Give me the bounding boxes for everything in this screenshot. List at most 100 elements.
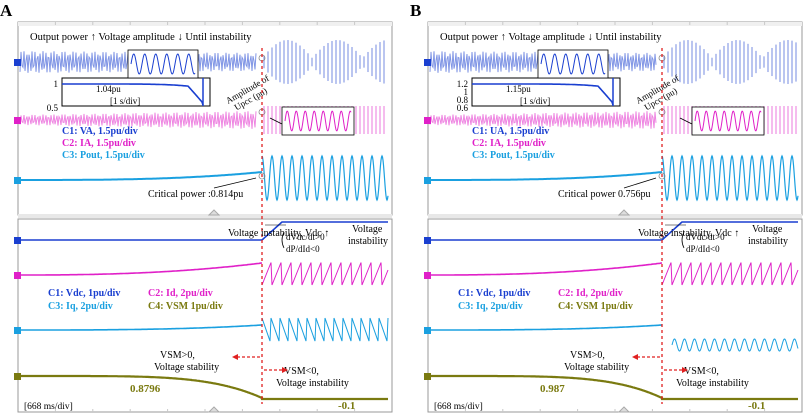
legend-bottom-item: C4: VSM 1pu/div xyxy=(558,301,633,312)
arrowhead-left xyxy=(232,354,238,360)
legend-top-item: C3: Pout, 1.5pu/div xyxy=(62,150,145,161)
vsm-instability-label: Voltage instability xyxy=(276,378,349,389)
scope-frame-bottom xyxy=(427,218,803,413)
trigger-marker xyxy=(207,209,221,216)
vsm-value-before: 0.8796 xyxy=(130,383,161,395)
inset-tick-label: 1 xyxy=(54,79,59,89)
legend-top-item: C1: VA, 1.5pu/div xyxy=(62,126,138,137)
instability-label: Voltage instability, Vdc ↑ xyxy=(638,228,739,239)
ch-marker-c1 xyxy=(424,237,431,244)
legend-top-item: C3: Pout, 1.5pu/div xyxy=(472,150,555,161)
voltage-instability-2: instability xyxy=(748,236,788,247)
critical-power-arrow xyxy=(213,177,257,189)
arrowhead-right xyxy=(682,367,688,373)
trigger-marker xyxy=(207,406,221,413)
vsm-positive-label: VSM>0, xyxy=(570,350,605,361)
ch-marker-c3 xyxy=(14,327,21,334)
ch-marker-c1 xyxy=(424,59,431,66)
trigger-marker xyxy=(617,406,631,413)
inset-tick-label: 0.8 xyxy=(457,95,469,105)
instability-label: Voltage instability, Vdc ↑ xyxy=(228,228,329,239)
inset-plot-frame xyxy=(61,77,211,107)
time-scale-label: [668 ms/div] xyxy=(434,402,483,412)
arrowhead-right xyxy=(282,367,288,373)
panel-b: B1.210.80.61.15pu[1 s/div] Amplitude ofUp… xyxy=(410,1,803,413)
time-scale-label: [668 ms/div] xyxy=(24,402,73,412)
vsm-positive-label: VSM>0, xyxy=(160,350,195,361)
ch-marker-c1 xyxy=(14,237,21,244)
ch-marker-c2 xyxy=(14,117,21,124)
inset-plot-frame xyxy=(471,77,621,107)
panel-letter: B xyxy=(410,1,421,20)
panel-letter: A xyxy=(0,1,13,20)
zoom-arrow xyxy=(679,117,693,125)
inset-amplitude-trace xyxy=(62,83,204,106)
header-text: Output power ↑ Voltage amplitude ↓ Until… xyxy=(30,32,252,43)
c3-power-oscillation xyxy=(661,154,799,202)
legend-bottom-item: C3: Iq, 2pu/div xyxy=(48,301,113,312)
c2-id-trace xyxy=(20,262,263,276)
c2-id-trace xyxy=(430,262,663,276)
c3-power-trace xyxy=(430,171,663,181)
c1-vdc-trace xyxy=(20,221,388,241)
legend-bottom-item: C2: Id, 2pu/div xyxy=(148,288,213,299)
arrowhead-left xyxy=(632,354,638,360)
ch-marker-c2 xyxy=(424,272,431,279)
inset-tick-label: 0.6 xyxy=(457,103,469,113)
zoom-voltage-sine xyxy=(130,53,196,75)
legend-bottom-item: C4: VSM 1pu/div xyxy=(148,301,223,312)
c3-iq-trace xyxy=(20,324,263,331)
c4-vsm-trace xyxy=(20,374,388,401)
c2-current-band xyxy=(19,111,257,129)
condition-2: dP/dId<0 xyxy=(686,244,720,254)
inset-value-label: 1.04pu xyxy=(96,84,121,94)
condition-1: dVdc/dt>0 xyxy=(686,232,725,242)
vsm-negative-label: VSM<0, xyxy=(284,366,319,377)
c2-id-oscillation xyxy=(661,262,799,286)
condition-2: dP/dId<0 xyxy=(286,244,320,254)
legend-bottom-item: C2: Id, 2pu/div xyxy=(558,288,623,299)
trigger-marker xyxy=(617,209,631,216)
inset-scale-label: [1 s/div] xyxy=(520,96,550,106)
ch-marker-c4 xyxy=(14,373,21,380)
vsm-stability-label: Voltage stability xyxy=(564,362,629,373)
ch-marker-c3 xyxy=(14,177,21,184)
ch-marker-c2 xyxy=(424,117,431,124)
zoom-voltage-sine xyxy=(540,53,606,75)
brace xyxy=(681,231,685,249)
inset-tick-label: 0.5 xyxy=(47,103,59,113)
zoom-arrow xyxy=(269,117,283,125)
inset-scale-label: [1 s/div] xyxy=(110,96,140,106)
inset-tick-label: 1 xyxy=(464,87,469,97)
voltage-instability-1: Voltage xyxy=(752,224,783,235)
inset-value-label: 1.15pu xyxy=(506,84,531,94)
brace xyxy=(281,231,285,249)
critical-power-label: Critical power :0.814pu xyxy=(148,189,243,200)
legend-top-item: C2: IA, 1.5pu/div xyxy=(62,138,136,149)
ch-marker-c4 xyxy=(424,373,431,380)
c3-iq-oscillation xyxy=(671,338,799,352)
legend-top-item: C2: IA, 1.5pu/div xyxy=(472,138,546,149)
critical-point-circle xyxy=(258,172,266,180)
zoom-current-sine xyxy=(694,110,762,132)
legend-bottom-item: C1: Vdc, 1pu/div xyxy=(458,288,530,299)
c3-power-oscillation xyxy=(261,154,389,202)
vsm-instability-label: Voltage instability xyxy=(676,378,749,389)
vsm-value-after: -0.1 xyxy=(338,400,355,412)
c3-iq-oscillation xyxy=(261,317,389,342)
ch-marker-c2 xyxy=(14,272,21,279)
vsm-negative-label: VSM<0, xyxy=(684,366,719,377)
c2-id-oscillation xyxy=(261,262,389,286)
frame-strip xyxy=(428,214,802,218)
header-text: Output power ↑ Voltage amplitude ↓ Until… xyxy=(440,32,662,43)
critical-power-label: Critical power 0.756pu xyxy=(558,189,650,200)
scope-frame-bottom xyxy=(17,218,393,413)
c3-power-trace xyxy=(20,171,263,181)
voltage-instability-1: Voltage xyxy=(352,224,383,235)
c4-vsm-trace xyxy=(430,374,798,401)
frame-strip xyxy=(18,214,392,218)
condition-1: dVdc/dt>0 xyxy=(286,232,325,242)
zoom-current-sine xyxy=(284,110,352,132)
